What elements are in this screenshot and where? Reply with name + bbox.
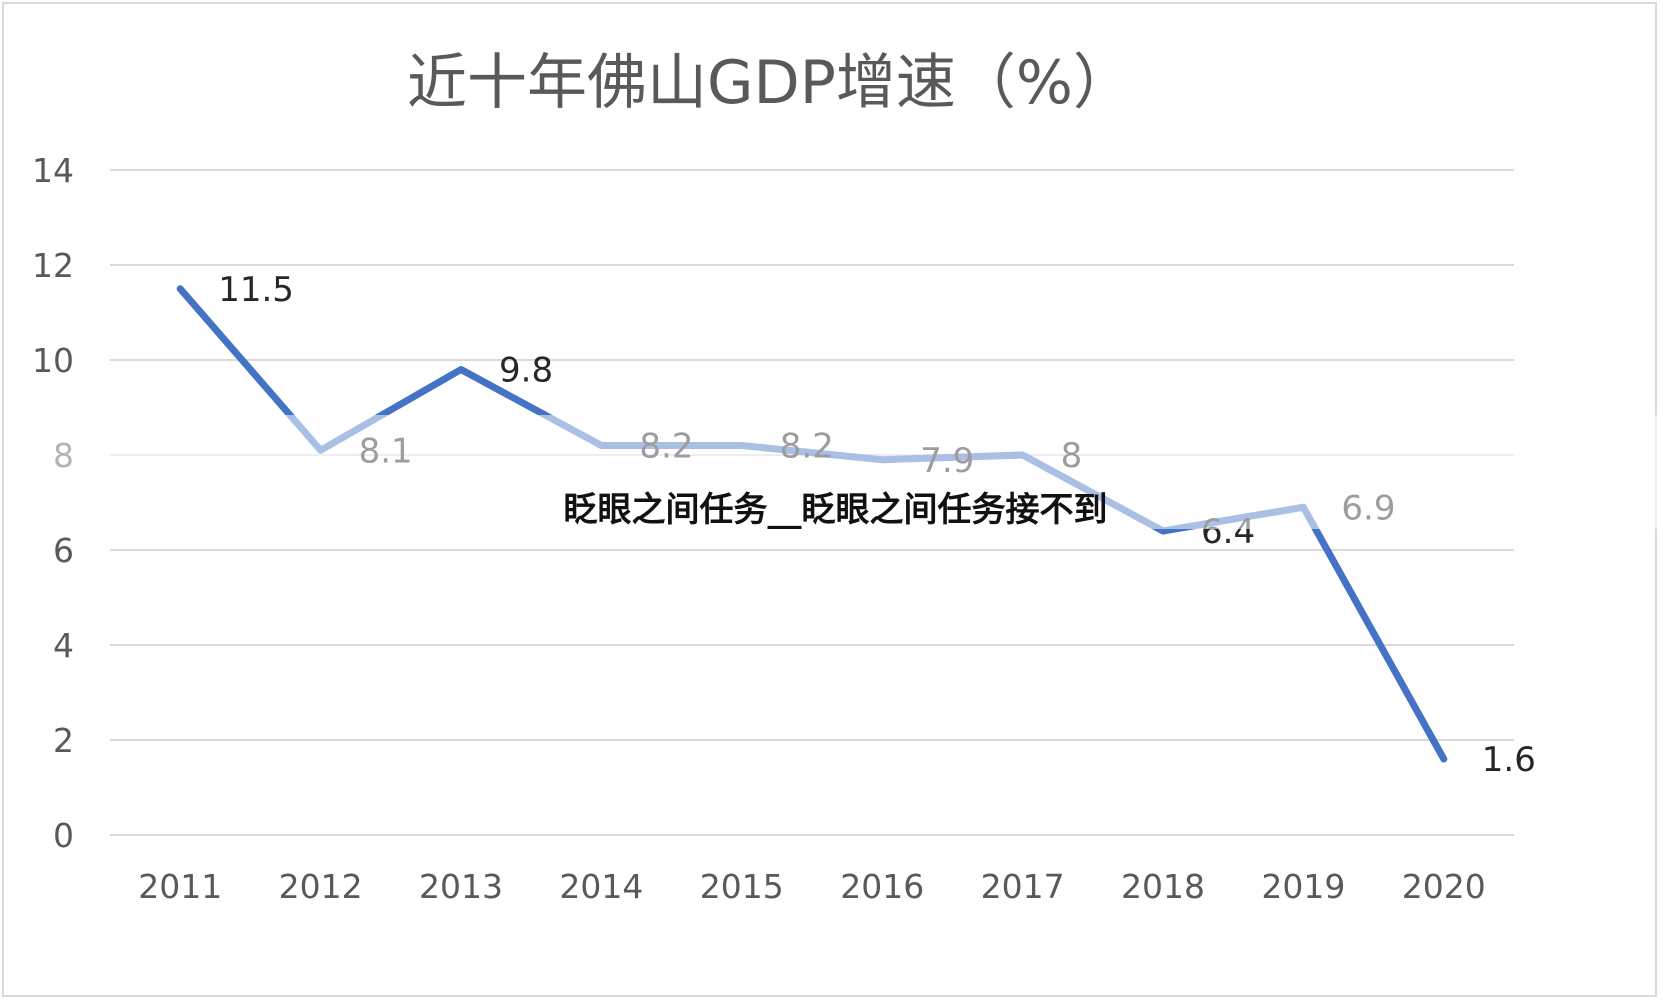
data-label: 9.8: [499, 351, 553, 391]
watermark-caption: 眨眼之间任务__眨眼之间任务接不到: [563, 490, 1108, 530]
x-tick-label: 2019: [1261, 867, 1345, 906]
x-tick-label: 2014: [559, 867, 643, 906]
data-point: [177, 285, 184, 292]
data-point: [458, 366, 464, 373]
data-point: [1160, 528, 1166, 534]
data-label: 11.5: [218, 270, 294, 310]
x-tick-label: 2011: [138, 867, 222, 906]
grid-lines: [110, 169, 1514, 836]
y-tick-label: 14: [32, 151, 74, 190]
x-tick-label: 2012: [279, 867, 363, 906]
x-tick-label: 2013: [419, 867, 503, 906]
x-tick-label: 2016: [840, 867, 924, 906]
y-tick-label: 4: [53, 626, 74, 665]
x-tick-label: 2017: [981, 867, 1065, 906]
watermark-band: [4, 415, 1659, 529]
y-tick-label: 6: [53, 531, 74, 570]
y-axis-tick-labels: 02468101214: [32, 151, 74, 855]
y-tick-label: 10: [32, 341, 74, 380]
x-tick-label: 2020: [1402, 867, 1486, 906]
line-chart: 近十年佛山GDP增速（%） 02468101214 20112012201320…: [4, 48, 1659, 906]
data-point: [1440, 756, 1447, 762]
y-tick-label: 0: [53, 816, 74, 855]
x-tick-label: 2018: [1121, 867, 1205, 906]
x-axis-tick-labels: 2011 2012 2013 2014 2015 2016 2017 2018 2019 2020: [138, 867, 1486, 906]
y-tick-label: 12: [32, 246, 74, 285]
data-label: 1.6: [1482, 740, 1536, 780]
x-tick-label: 2015: [700, 867, 784, 906]
y-tick-label: 2: [53, 721, 74, 760]
chart-title: 近十年佛山GDP增速（%）: [407, 48, 1133, 118]
